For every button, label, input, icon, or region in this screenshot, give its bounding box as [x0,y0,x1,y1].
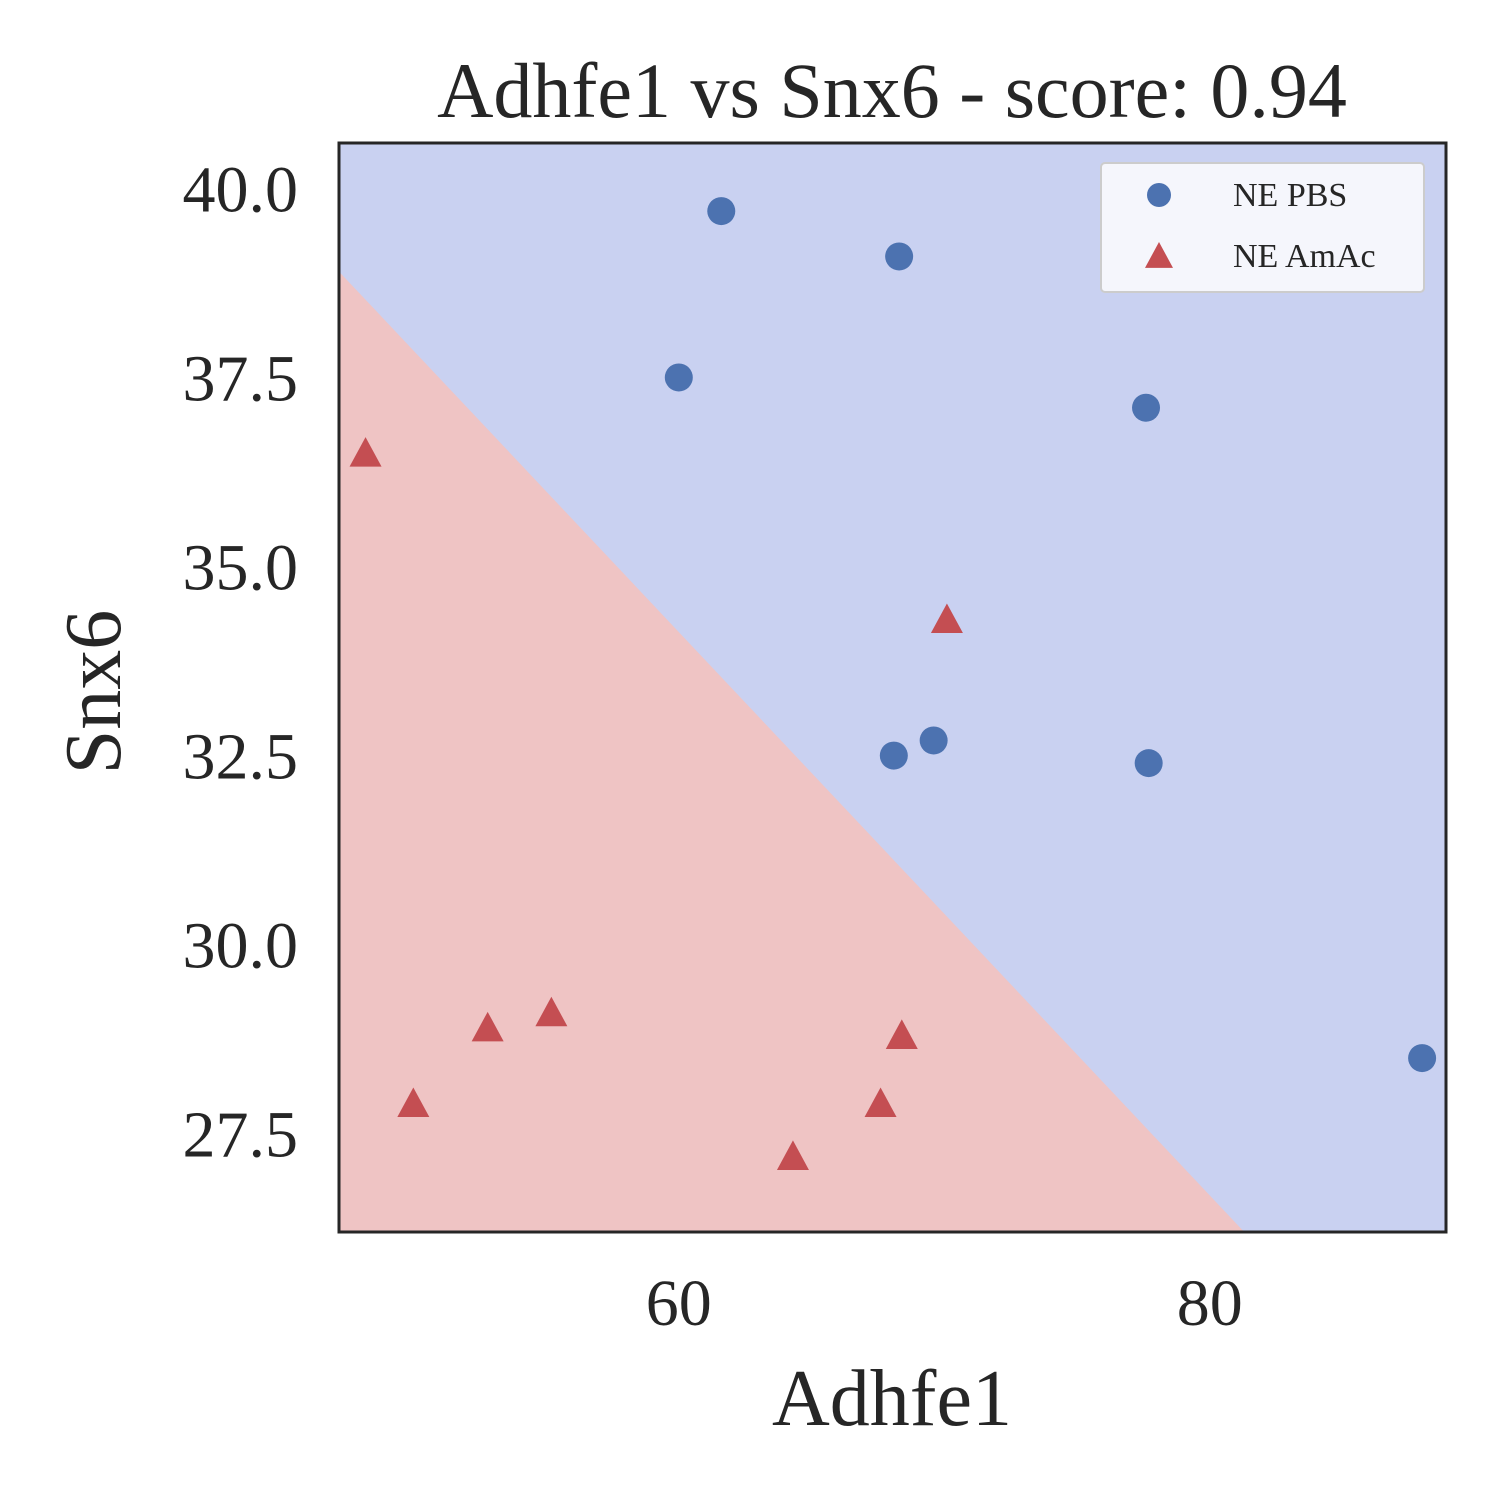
y-tick-label: 40.0 [183,153,299,226]
x-tick-label: 60 [646,1267,712,1340]
chart-title: Adhfe1 vs Snx6 - score: 0.94 [437,47,1347,134]
legend-label: NE AmAc [1233,238,1376,275]
data-markers [349,197,1437,1170]
y-tick-label: 27.5 [183,1099,299,1172]
point-ne-amac [885,1019,918,1049]
legend-marker [1145,242,1173,268]
point-ne-pbs [664,363,693,392]
point-ne-pbs [879,741,908,770]
point-ne-amac [776,1140,809,1170]
region-ne-amac [339,271,1245,1232]
point-ne-pbs [707,197,736,226]
point-ne-pbs [1134,749,1163,778]
x-axis-ticks: 60 80 [646,1267,1243,1340]
y-axis-label: Snx6 [50,610,138,775]
point-ne-amac [930,603,963,634]
legend: NE PBS NE AmAc [1100,162,1425,293]
plot-area [337,141,1448,1234]
point-ne-pbs [885,242,914,271]
point-ne-pbs [1132,393,1161,422]
y-tick-label: 30.0 [183,910,299,983]
point-ne-pbs [919,726,948,755]
point-ne-amac [471,1011,504,1042]
legend-label: NE PBS [1233,177,1347,214]
point-ne-amac [349,437,382,467]
decision-regions [339,143,1446,1232]
legend-box [1100,162,1425,293]
x-tick-label: 80 [1177,1267,1243,1340]
y-tick-label: 35.0 [183,532,299,605]
point-ne-amac [397,1087,430,1118]
y-axis-ticks: 27.5 30.0 32.5 35.0 37.5 40.0 [183,153,299,1171]
x-axis-label: Adhfe1 [772,1355,1012,1443]
plot-frame [337,141,1448,1234]
point-ne-pbs [1408,1044,1437,1073]
y-tick-label: 32.5 [183,721,299,794]
point-ne-amac [535,996,568,1027]
point-ne-amac [864,1087,897,1118]
legend-marker [1147,183,1171,207]
y-tick-label: 37.5 [183,342,299,415]
